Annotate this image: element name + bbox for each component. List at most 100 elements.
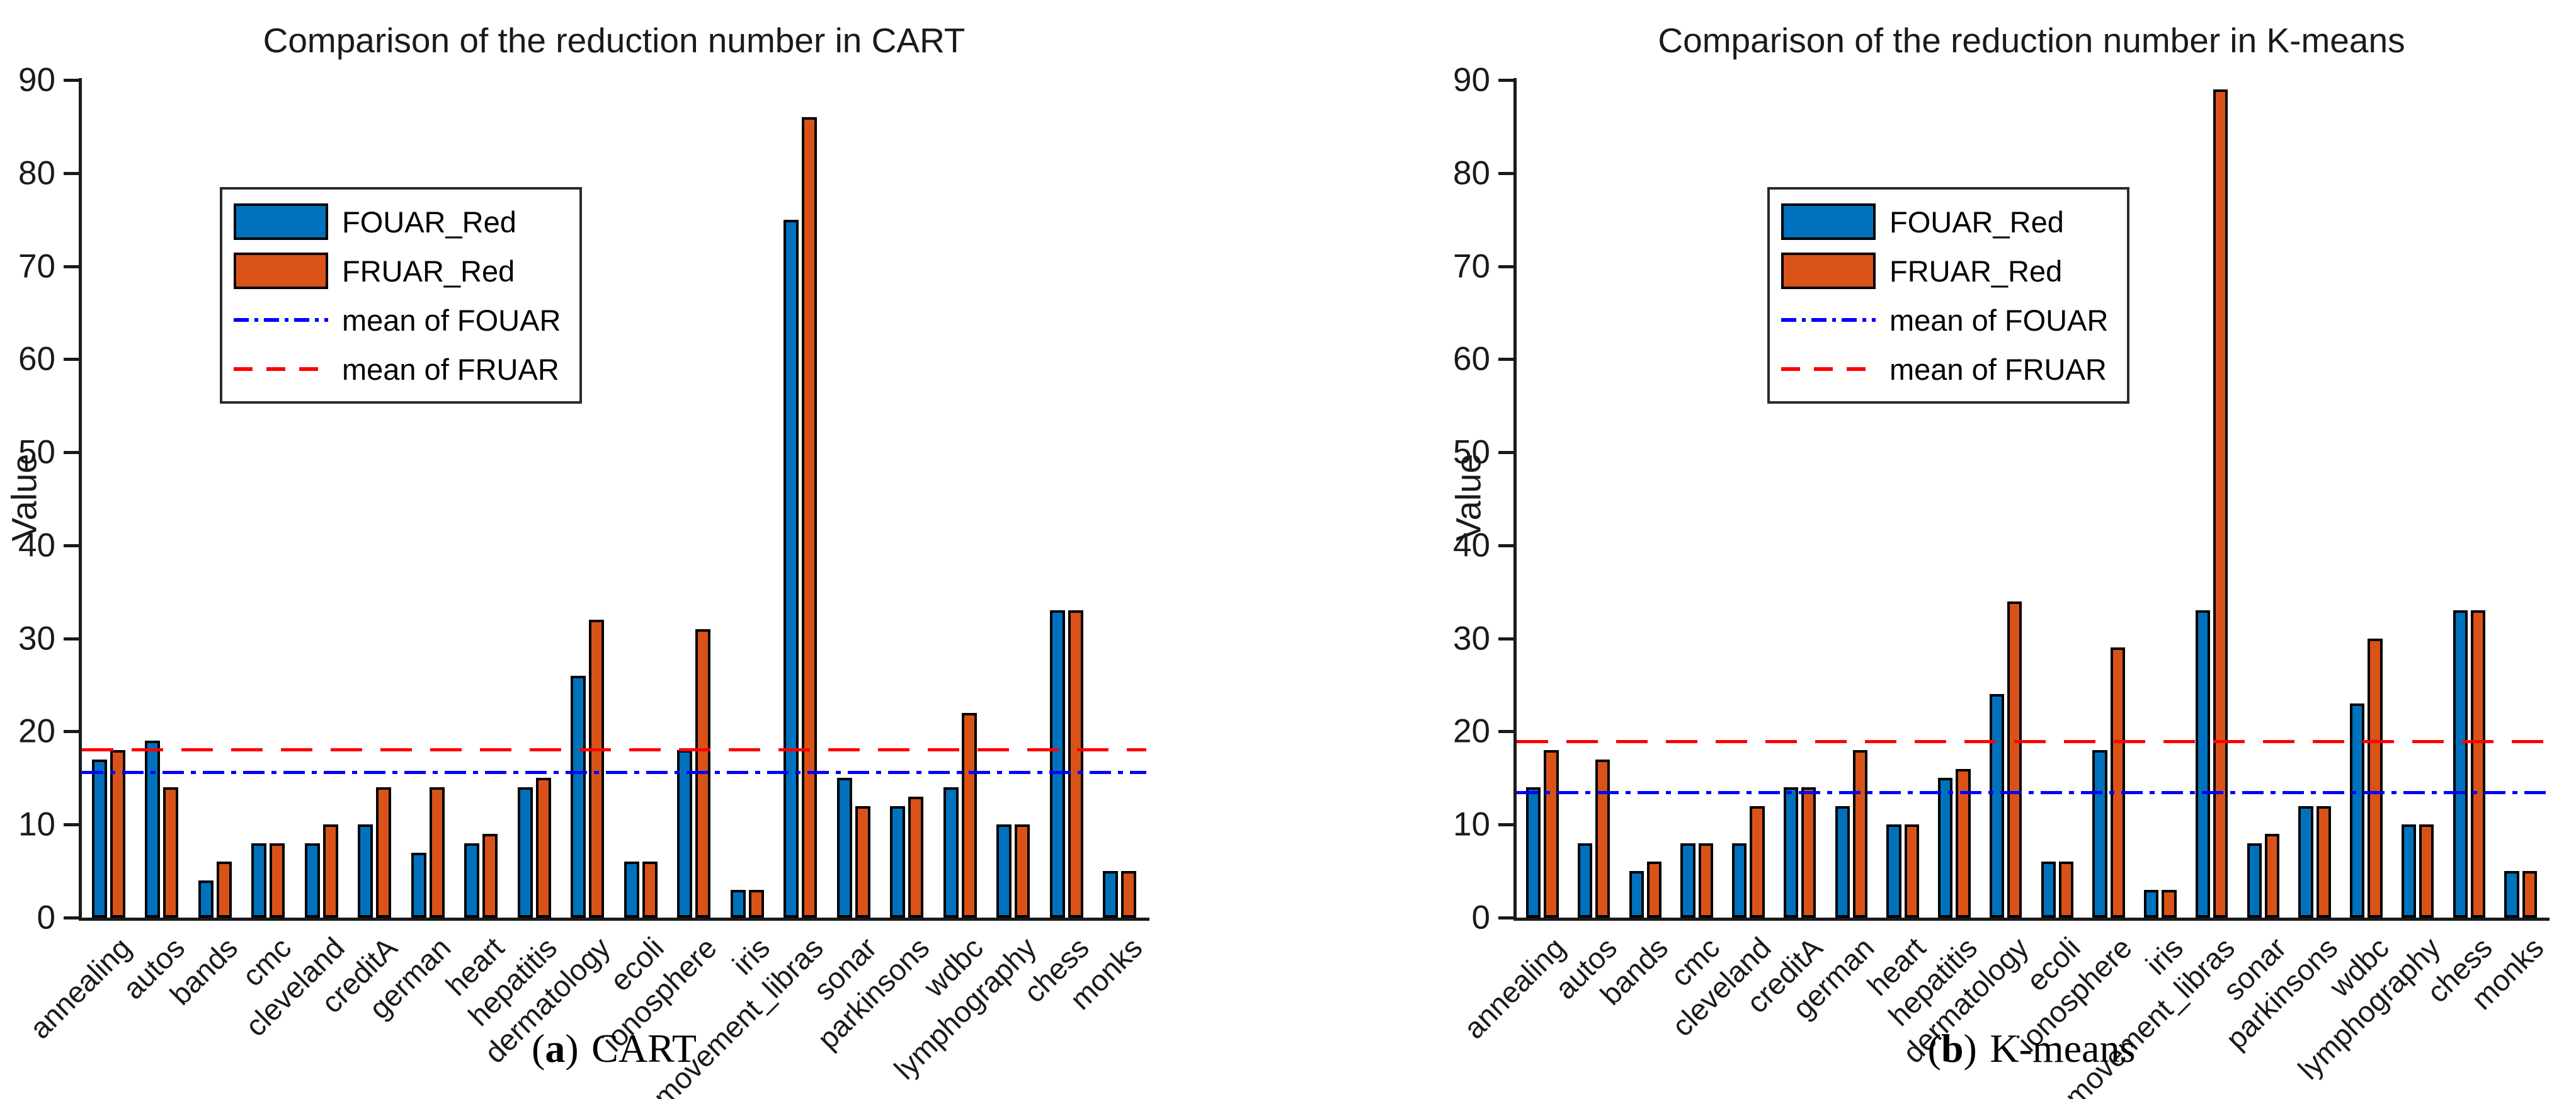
caption-a: (a) CART — [82, 1025, 1146, 1072]
legend: FOUAR_Red FRUAR_Red mean of FOUAR mean o… — [1767, 187, 2130, 404]
y-tick — [64, 265, 79, 268]
caption-open-paren: ( — [1927, 1026, 1941, 1071]
legend-item-fouar: FOUAR_Red — [234, 197, 561, 246]
bar-fruar_red — [2110, 647, 2125, 918]
x-axis-line — [79, 918, 1149, 921]
y-tick — [1498, 823, 1513, 827]
y-tick-label: 70 — [18, 248, 55, 285]
x-axis-line — [1513, 918, 2550, 921]
chart-title: Comparison of the reduction number in CA… — [263, 21, 966, 60]
bar-fouar_red — [1629, 871, 1644, 918]
bar-fouar_red — [890, 806, 906, 918]
bar-fouar_red — [251, 843, 267, 918]
caption-letter: a — [545, 1026, 566, 1071]
bar-fruar_red — [2316, 806, 2331, 918]
bar-fouar_red — [304, 843, 320, 918]
bar-fouar_red — [2401, 824, 2417, 918]
y-tick — [1498, 358, 1513, 362]
bar-fouar_red — [198, 880, 214, 918]
dashdot-line-swatch-icon — [234, 318, 328, 322]
bar-fruar_red — [748, 889, 764, 918]
caption-close-paren: ) — [1963, 1026, 1977, 1071]
bar-fruar_red — [2522, 871, 2537, 918]
bar-fruar_red — [1750, 806, 1765, 918]
legend-item-mean-fouar: mean of FOUAR — [234, 295, 561, 345]
y-tick-label: 90 — [1453, 61, 1490, 99]
legend-label: FOUAR_Red — [1889, 205, 2064, 239]
bar-fouar_red — [730, 889, 746, 918]
y-axis-line — [1513, 78, 1517, 921]
bar-fouar_red — [2350, 703, 2365, 918]
legend-label: mean of FOUAR — [1889, 303, 2109, 337]
y-tick — [1498, 637, 1513, 641]
bar-fruar_red — [2419, 824, 2434, 918]
y-axis-line — [79, 78, 82, 921]
bar-fruar_red — [1904, 824, 1919, 918]
legend: FOUAR_Red FRUAR_Red mean of FOUAR mean o… — [220, 187, 583, 404]
y-tick-label: 0 — [1471, 899, 1490, 937]
bar-fruar_red — [2162, 889, 2177, 918]
bar-fruar_red — [2470, 610, 2486, 918]
bar-fouar_red — [2504, 871, 2519, 918]
bar-fruar_red — [216, 862, 232, 918]
y-tick — [1498, 451, 1513, 455]
y-tick — [64, 823, 79, 827]
bar-fouar_red — [2092, 750, 2107, 918]
bar-fruar_red — [482, 834, 498, 918]
plot-area: FOUAR_Red FRUAR_Red mean of FOUAR mean o… — [18, 62, 1149, 1099]
y-tick-label: 40 — [1453, 527, 1490, 564]
y-tick — [64, 730, 79, 734]
legend-item-fouar: FOUAR_Red — [1781, 197, 2108, 246]
y-tick — [64, 171, 79, 175]
fruar-bar-swatch-icon — [234, 253, 328, 289]
bar-fruar_red — [642, 862, 658, 918]
dashed-line-swatch-icon — [1781, 367, 1876, 371]
y-tick-label: 50 — [1453, 433, 1490, 471]
bar-fruar_red — [1646, 862, 1662, 918]
chart-title: Comparison of the reduction number in K-… — [1658, 21, 2405, 60]
y-tick-label: 0 — [37, 899, 55, 937]
bar-fruar_red — [429, 787, 445, 918]
y-tick-label: 80 — [1453, 154, 1490, 192]
y-tick — [1498, 171, 1513, 175]
bar-fouar_red — [358, 824, 373, 918]
bar-fouar_red — [91, 759, 107, 918]
bar-fruar_red — [1801, 787, 1816, 918]
bar-fruar_red — [589, 620, 605, 918]
mean-line-mean-of-fruar — [1517, 739, 2546, 743]
bar-fruar_red — [322, 824, 338, 918]
caption-letter: b — [1941, 1026, 1964, 1071]
bar-fruar_red — [908, 796, 924, 918]
legend-item-mean-fouar: mean of FOUAR — [1781, 295, 2108, 345]
legend-item-fruar: FRUAR_Red — [1781, 246, 2108, 295]
bar-fouar_red — [996, 824, 1012, 918]
y-tick — [64, 451, 79, 455]
bar-fouar_red — [1732, 843, 1747, 918]
bar-fouar_red — [836, 778, 852, 918]
caption-b: (b) K-means — [1517, 1025, 2546, 1072]
bar-fruar_red — [855, 806, 870, 918]
bar-fruar_red — [1595, 759, 1610, 918]
bar-fruar_red — [961, 712, 977, 918]
bar-fouar_red — [1103, 871, 1119, 918]
legend-label: FOUAR_Red — [342, 205, 516, 239]
legend-item-mean-fruar: mean of FRUAR — [234, 345, 561, 394]
y-tick-label: 70 — [1453, 248, 1490, 285]
bar-fouar_red — [517, 787, 533, 918]
bar-fouar_red — [571, 675, 586, 918]
y-tick-label: 10 — [1453, 806, 1490, 843]
bar-fouar_red — [1938, 778, 1953, 918]
legend-label: mean of FRUAR — [1889, 352, 2107, 386]
fruar-bar-swatch-icon — [1781, 253, 1876, 289]
caption-close-paren: ) — [565, 1026, 579, 1071]
bar-fruar_red — [163, 787, 179, 918]
y-tick — [1498, 79, 1513, 82]
legend-label: mean of FOUAR — [342, 303, 561, 337]
y-tick — [64, 79, 79, 82]
bar-fruar_red — [802, 117, 818, 918]
bar-fouar_red — [464, 843, 480, 918]
caption-text: K-means — [1990, 1026, 2136, 1071]
y-tick — [64, 637, 79, 641]
chart-cart: Comparison of the reduction number in CA… — [4, 21, 1149, 1099]
bar-fruar_red — [2264, 834, 2280, 918]
